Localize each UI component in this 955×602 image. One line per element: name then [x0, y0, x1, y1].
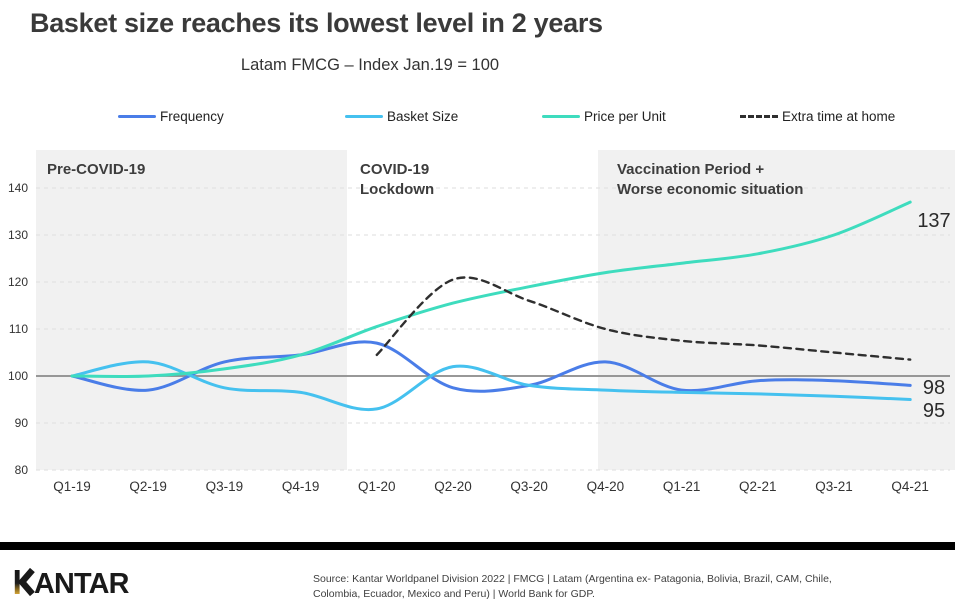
legend-item-frequency: Frequency: [118, 106, 224, 126]
y-tick-140: 140: [7, 181, 28, 195]
chart-subtitle: Latam FMCG – Index Jan.19 = 100: [240, 56, 500, 74]
legend: Frequency Basket Size Price per Unit Extra …: [0, 106, 955, 126]
period-label-vaccination-period: Vaccination Period + Worse economic situ…: [617, 161, 804, 198]
x-tick-q3-20: Q3-20: [510, 479, 548, 494]
basket-size-line-swatch-icon: [345, 114, 383, 118]
legend-item-basket-size: Basket Size: [345, 106, 458, 126]
series-line-frequency: [70, 340, 912, 393]
footer-divider: [0, 542, 955, 550]
legend-label: Price per Unit: [584, 108, 666, 124]
legend-item-price-per-unit: Price per Unit: [542, 106, 666, 126]
period-label-pre-covid-19: Pre-COVID-19: [47, 161, 146, 178]
period-label-covid-19: COVID-19 Lockdown: [360, 161, 435, 198]
k-chevron-shape: [17, 567, 35, 597]
y-tick-100: 100: [7, 369, 28, 383]
x-tick-q3-19: Q3-19: [205, 479, 244, 494]
legend-item-extra-time-at-home: Extra time at home: [740, 106, 895, 126]
y-tick-110: 110: [8, 322, 28, 336]
period-band-vaccination-period: [598, 150, 955, 470]
extra-time-at-home-line-swatch-icon: [740, 114, 778, 118]
x-tick-q4-20: Q4-20: [586, 479, 625, 494]
kantar-logo: ANTAR: [14, 567, 130, 597]
x-tick-q1-19: Q1-19: [53, 479, 91, 494]
frequency-line-swatch-icon: [118, 114, 156, 118]
x-tick-q1-21: Q1-21: [662, 479, 701, 494]
x-tick-q1-20: Q1-20: [358, 479, 396, 494]
end-value-frequency: 98: [922, 377, 946, 400]
series-line-extra-time-at-home: [375, 276, 912, 361]
source-text: Source: Kantar Worldpanel Division 2022 …: [313, 573, 832, 600]
chart-plot: [36, 150, 955, 471]
period-band-pre-covid-19: [36, 150, 347, 470]
y-tick-120: 120: [7, 275, 28, 289]
kantar-logo-text: ANTAR: [34, 568, 130, 597]
end-value-basket-size: 95: [922, 399, 946, 422]
legend-label: Basket Size: [387, 108, 459, 124]
price-per-unit-line-swatch-icon: [542, 114, 580, 118]
x-tick-q4-19: Q4-19: [281, 479, 320, 494]
main-title: Basket size reaches its lowest level in …: [30, 8, 603, 38]
y-tick-80: 80: [14, 463, 28, 477]
y-tick-90: 90: [14, 416, 28, 430]
legend-label: Extra time at home: [782, 108, 896, 124]
end-value-price-per-unit: 137: [917, 210, 951, 233]
series-line-price-per-unit: [70, 200, 912, 379]
x-tick-q2-21: Q2-21: [739, 479, 777, 494]
series-line-basket-size: [70, 360, 912, 412]
x-tick-q4-21: Q4-21: [891, 479, 929, 494]
x-tick-q2-20: Q2-20: [434, 479, 472, 494]
x-tick-q2-19: Q2-19: [129, 479, 167, 494]
legend-label: Frequency: [160, 108, 224, 124]
x-tick-q3-21: Q3-21: [815, 479, 853, 494]
y-tick-130: 130: [7, 228, 28, 242]
k-stem-shape: [14, 570, 20, 594]
